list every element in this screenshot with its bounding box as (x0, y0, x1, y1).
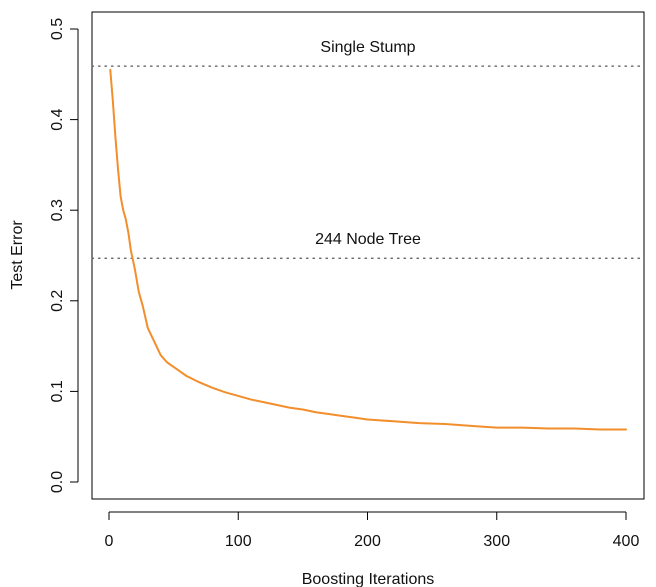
x-tick-label: 100 (225, 533, 252, 550)
x-axis: 0 100 200 300 400 (105, 511, 640, 550)
y-tick-label: 0.5 (49, 18, 66, 40)
series-line-0 (109, 68, 627, 431)
node-tree-label: 244 Node Tree (315, 231, 421, 248)
x-tick-label: 0 (105, 533, 114, 550)
single-stump-label: Single Stump (320, 39, 415, 56)
x-tick-label: 400 (613, 533, 640, 550)
y-tick-label: 0.3 (49, 199, 66, 221)
y-tick-label: 0.4 (49, 108, 66, 130)
y-tick-label: 0.0 (49, 471, 66, 493)
x-axis-label: Boosting Iterations (302, 571, 435, 587)
plot-frame (91, 11, 645, 500)
reference-lines: Single Stump 244 Node Tree (91, 39, 645, 259)
x-tick-label: 200 (354, 533, 381, 550)
series-layer (109, 68, 627, 431)
y-tick-label: 0.1 (49, 380, 66, 402)
y-tick-label: 0.2 (49, 290, 66, 312)
y-axis-label: Test Error (9, 220, 26, 290)
y-axis: 0.0 0.1 0.2 0.3 0.4 0.5 (49, 18, 79, 493)
x-tick-label: 300 (483, 533, 510, 550)
